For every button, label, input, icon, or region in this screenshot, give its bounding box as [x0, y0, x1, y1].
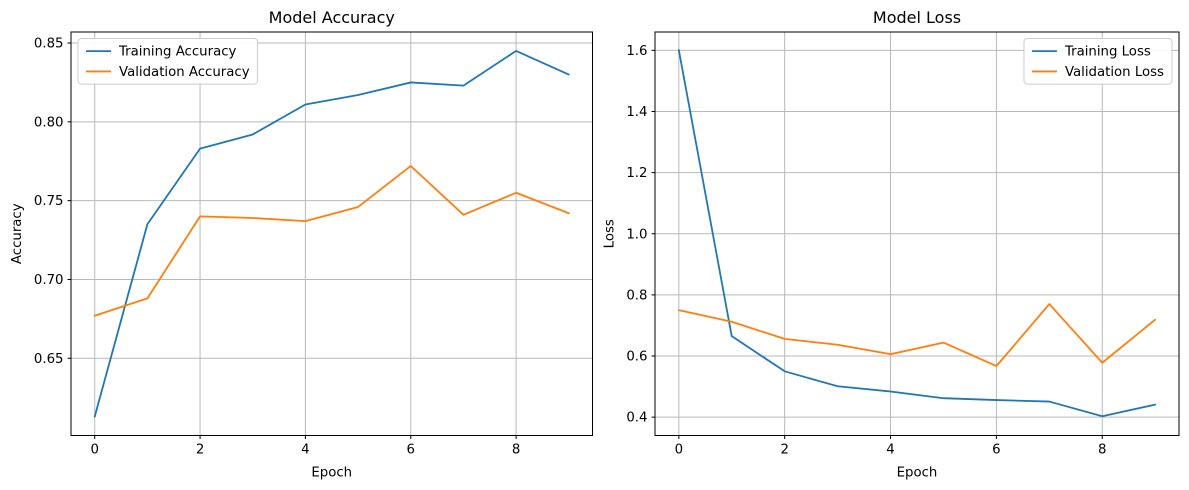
plot-frame: [70, 31, 593, 436]
y-tick-label: 1.6: [626, 44, 647, 59]
y-tick-label: 0.8: [626, 288, 647, 303]
x-tick-label: 4: [886, 443, 894, 458]
training-loss-line: [677, 49, 1157, 418]
x-tick-label: 4: [301, 443, 309, 458]
accuracy-chart: 0 2 4 6 8 0.65 0.70 0.75 0.80 0.85 Model Accuracy E…: [0, 0, 594, 490]
x-tick-label: 0: [675, 443, 683, 458]
training-accuracy-line: [93, 50, 570, 418]
x-tick-label: 0: [90, 443, 98, 458]
y-tick-label: 0.75: [34, 194, 64, 209]
loss-chart: 0 2 4 6 8 0.4 0.6 0.8 1.0 1.2 1.4 1.6 Model Loss Epoc…: [594, 0, 1189, 490]
x-tick-label: 8: [512, 443, 520, 458]
y-tick-label: 1.4: [626, 105, 647, 120]
y-axis-label: Loss: [602, 219, 617, 248]
y-tick-label: 0.85: [34, 37, 64, 52]
x-tick-label: 2: [780, 443, 788, 458]
x-axis-label: Epoch: [897, 466, 938, 481]
y-tick-label: 0.4: [626, 411, 647, 426]
y-tick-label: 1.2: [626, 166, 647, 181]
model-accuracy-plot: 0 2 4 6 8 0.65 0.70 0.75 0.80 0.85 Model Accuracy E…: [10, 8, 593, 481]
y-tick-label: 0.65: [34, 352, 64, 367]
legend-label: Training Accuracy: [118, 45, 237, 60]
legend-label: Validation Accuracy: [119, 65, 250, 80]
chart-title: Model Accuracy: [269, 8, 395, 27]
y-tick-label: 1.0: [626, 227, 647, 242]
legend-label: Training Loss: [1064, 45, 1151, 60]
x-tick-label: 6: [992, 443, 1000, 458]
validation-accuracy-line: [93, 165, 570, 317]
x-tick-label: 8: [1098, 443, 1106, 458]
y-axis-label: Accuracy: [10, 203, 25, 264]
x-axis-label: Epoch: [311, 466, 352, 481]
x-tick-label: 2: [196, 443, 204, 458]
y-tick-label: 0.6: [626, 350, 647, 365]
x-tick-label: 6: [407, 443, 415, 458]
validation-loss-line: [677, 303, 1157, 368]
legend-box: [1023, 38, 1173, 85]
y-tick-label: 0.70: [34, 273, 64, 288]
chart-title: Model Loss: [873, 8, 961, 27]
legend-label: Validation Loss: [1065, 65, 1164, 80]
y-tick-label: 0.80: [34, 115, 64, 130]
model-loss-plot: 0 2 4 6 8 0.4 0.6 0.8 1.0 1.2 1.4 1.6 Model Loss Epoc…: [602, 8, 1180, 481]
legend-box: [77, 38, 259, 85]
